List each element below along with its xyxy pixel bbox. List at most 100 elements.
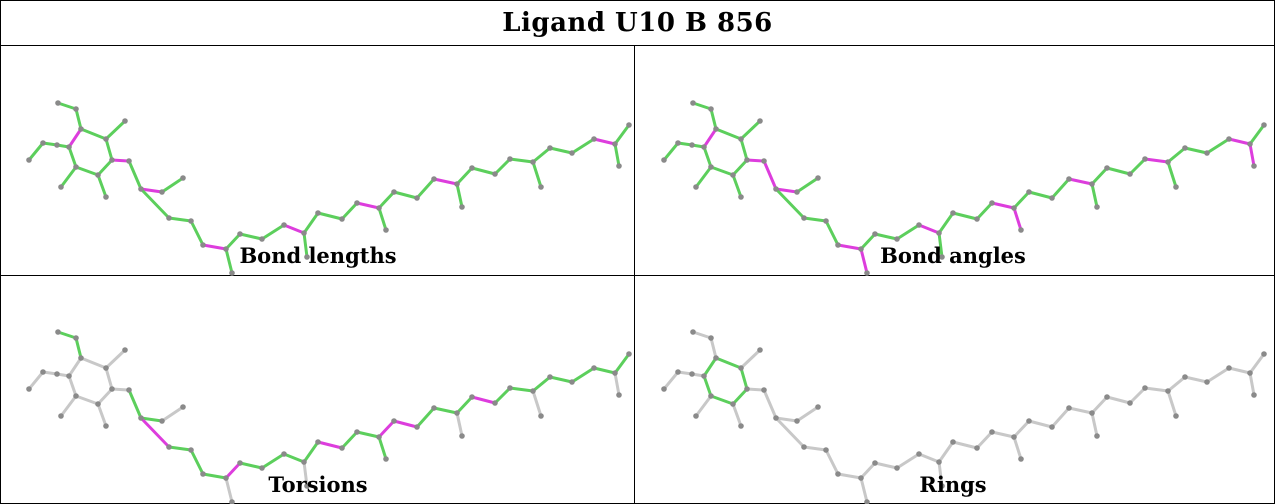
bond [189, 219, 205, 247]
bond [224, 476, 234, 504]
caption-bond-lengths: Bond lengths [239, 243, 397, 268]
bond [377, 190, 396, 210]
atom [54, 142, 60, 148]
atom [773, 186, 779, 192]
atom [109, 157, 115, 163]
bond [859, 232, 877, 251]
bond [531, 160, 543, 189]
atom [761, 387, 767, 393]
atom [54, 371, 60, 377]
bond [260, 223, 286, 241]
atom [1182, 145, 1188, 151]
atom [1251, 163, 1257, 169]
atom [138, 186, 144, 192]
atom [431, 405, 437, 411]
atom [103, 136, 109, 142]
atom [492, 171, 498, 177]
atom [916, 451, 922, 457]
atom [454, 181, 460, 187]
bond [1090, 166, 1109, 186]
bond [1166, 389, 1178, 418]
bond [302, 231, 309, 259]
bond [127, 388, 143, 420]
bond [455, 411, 464, 438]
bond [774, 187, 806, 220]
atom [229, 499, 235, 504]
atom [281, 451, 287, 457]
bond [1128, 386, 1147, 405]
bond [1128, 157, 1147, 176]
atom [989, 429, 995, 435]
atom [237, 231, 243, 237]
bond [1248, 352, 1266, 375]
atom [200, 471, 206, 477]
bond [709, 336, 718, 360]
atom [538, 413, 544, 419]
bond [548, 146, 574, 155]
atom [1204, 150, 1210, 156]
atom [459, 204, 465, 210]
bond [392, 419, 419, 429]
bond [67, 374, 78, 398]
bond [238, 232, 264, 241]
bond [937, 460, 944, 488]
bond [702, 145, 713, 169]
bond [937, 231, 944, 259]
atom [708, 393, 714, 399]
bond [104, 119, 127, 141]
atom [738, 194, 744, 200]
bond [1183, 146, 1209, 155]
atom [166, 444, 172, 450]
bond [392, 190, 419, 200]
atom [730, 401, 736, 407]
atom [701, 144, 707, 150]
atom [950, 439, 956, 445]
atom [391, 189, 397, 195]
bond [224, 247, 234, 275]
atom [1104, 165, 1110, 171]
bond [104, 137, 114, 162]
bond [836, 243, 863, 251]
bond [1166, 375, 1187, 393]
bond [1227, 137, 1252, 146]
atom [58, 184, 64, 190]
bond [470, 166, 497, 176]
atom [730, 172, 736, 178]
atom [1261, 351, 1267, 357]
bond [455, 395, 474, 415]
bond [990, 430, 1016, 439]
bond [975, 430, 994, 450]
atom [939, 483, 945, 489]
bond [731, 402, 743, 428]
bond [302, 460, 309, 488]
atom [689, 371, 695, 377]
bond [74, 394, 100, 406]
atom [591, 365, 597, 371]
atom [894, 465, 900, 471]
atom [376, 205, 382, 211]
bond [802, 216, 828, 223]
atom [26, 386, 32, 392]
bond [1248, 123, 1266, 146]
bond [745, 387, 766, 392]
atom [431, 176, 437, 182]
atom [1165, 388, 1171, 394]
atom [1182, 374, 1188, 380]
bond [224, 461, 242, 480]
caption-bond-angles: Bond angles [880, 243, 1026, 268]
bond [714, 127, 743, 141]
atom [354, 429, 360, 435]
bond [377, 206, 388, 232]
atoms [26, 100, 632, 276]
atom [259, 465, 265, 471]
atom [103, 423, 109, 429]
bond [895, 223, 921, 241]
bond [316, 440, 344, 450]
bond [731, 173, 743, 199]
atom [166, 215, 172, 221]
bond [67, 145, 78, 169]
atom [138, 415, 144, 421]
bond [859, 247, 869, 275]
atom [180, 404, 186, 410]
atom [693, 184, 699, 190]
